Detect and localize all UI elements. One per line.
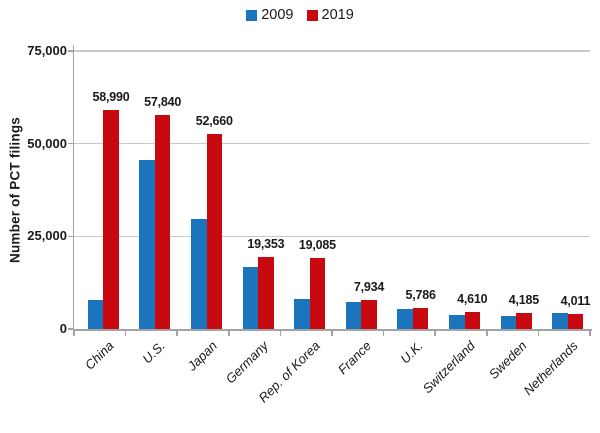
x-axis-tick — [434, 330, 436, 336]
legend-label-2009: 2009 — [261, 7, 294, 23]
bar-2019-germany — [258, 257, 274, 329]
data-label-2019-germany: 19,353 — [247, 237, 285, 252]
bar-2009-germany — [242, 266, 259, 329]
data-label-2019-france: 7,934 — [353, 279, 385, 294]
x-axis-tick — [124, 330, 127, 336]
x-category-label-japan: Japan — [183, 338, 220, 374]
bar-2009-japan — [191, 218, 207, 329]
x-axis-tick — [486, 330, 488, 336]
x-axis-tick — [279, 330, 282, 336]
y-tick-label: 75,000 — [27, 43, 67, 58]
bar-2019-rep-of-korea — [309, 258, 326, 329]
y-tick-label: 25,000 — [27, 228, 67, 244]
data-label-2019-u-s: 57,840 — [144, 94, 182, 109]
bar-2009-switzerland — [449, 315, 465, 329]
bar-2019-u-s — [154, 114, 171, 329]
bar-2009-china — [87, 299, 104, 329]
y-tick-label: 50,000 — [27, 135, 67, 151]
data-label-2019-switzerland: 4,610 — [457, 291, 488, 306]
legend-label-2019: 2019 — [321, 7, 354, 23]
x-axis-tick — [537, 330, 540, 336]
bar-2019-france — [361, 299, 377, 329]
x-category-label-u-k: U.K. — [397, 338, 427, 367]
bar-2019-japan — [206, 133, 222, 329]
x-axis-tick — [382, 330, 385, 336]
bar-2009-netherlands — [552, 312, 568, 329]
x-category-label-switzerland: Switzerland — [419, 338, 478, 397]
x-axis-tick — [589, 330, 591, 336]
x-category-label-germany: Germany — [222, 338, 272, 387]
data-label-2019-sweden: 4,185 — [508, 293, 539, 308]
legend-swatch-2009-icon — [246, 9, 258, 21]
bar-2019-switzerland — [464, 311, 480, 329]
gridline — [74, 142, 590, 145]
chart-legend: 2009 2019 — [0, 7, 600, 23]
data-label-2019-japan: 52,660 — [195, 113, 233, 128]
legend-item-2019: 2019 — [306, 7, 354, 23]
bar-2019-china — [103, 110, 119, 329]
bar-2009-france — [345, 302, 362, 329]
bar-2009-rep-of-korea — [294, 299, 310, 329]
y-axis-tick — [68, 142, 74, 145]
bar-2019-u-k — [412, 307, 429, 329]
x-axis-line — [72, 329, 592, 331]
data-label-2019-netherlands: 4,011 — [560, 294, 591, 309]
x-category-label-sweden: Sweden — [485, 338, 530, 382]
data-label-2019-u-k: 5,786 — [405, 287, 436, 302]
gridline — [74, 50, 590, 52]
x-axis-tick — [228, 330, 230, 336]
x-category-label-netherlands: Netherlands — [520, 338, 581, 399]
x-category-label-china: China — [81, 338, 117, 373]
y-axis-line — [72, 45, 74, 331]
x-axis-tick — [176, 330, 178, 336]
bar-2019-sweden — [516, 313, 532, 329]
bar-2009-sweden — [500, 316, 517, 329]
bar-2019-netherlands — [567, 314, 584, 329]
x-category-label-france: France — [335, 338, 375, 378]
y-axis-tick — [68, 50, 74, 52]
bar-2009-u-s — [139, 159, 155, 329]
x-axis-tick — [331, 330, 333, 336]
data-label-2019-rep-of-korea: 19,085 — [298, 238, 336, 253]
x-axis-tick — [73, 330, 75, 336]
x-category-label-u-s: U.S. — [139, 338, 169, 367]
y-axis-tick — [68, 235, 74, 238]
data-label-2019-china: 58,990 — [92, 90, 130, 105]
y-axis-tick — [68, 328, 74, 330]
gridline — [74, 235, 590, 238]
y-tick-label: 0 — [59, 321, 67, 336]
legend-swatch-2019-icon — [306, 9, 318, 21]
legend-item-2009: 2009 — [246, 7, 294, 23]
bar-2009-u-k — [397, 309, 413, 329]
